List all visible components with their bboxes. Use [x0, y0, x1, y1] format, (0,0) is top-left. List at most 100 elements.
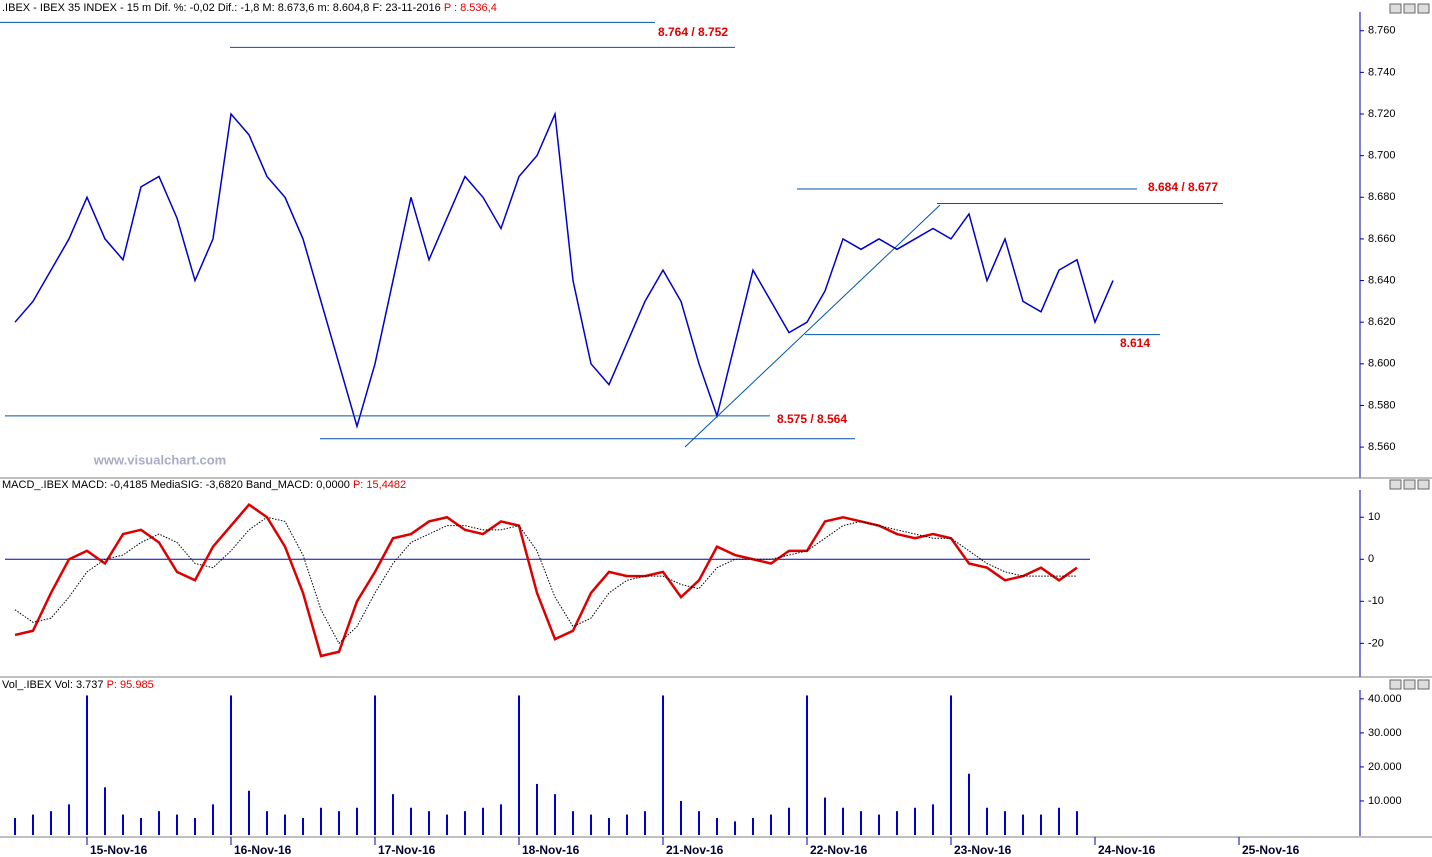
- volume-bar: [716, 817, 718, 835]
- volume-bar: [122, 814, 124, 835]
- volume-bar: [986, 807, 988, 835]
- x-tick-label: 16-Nov-16: [234, 843, 292, 857]
- volume-bar: [50, 811, 52, 835]
- volume-bar: [302, 817, 304, 835]
- y-tick-label: 8.560: [1368, 441, 1396, 453]
- level-label: 8.764 / 8.752: [658, 25, 728, 39]
- series-line: [14, 516, 1077, 645]
- y-tick-label: 40.000: [1368, 693, 1402, 705]
- volume-bar: [194, 817, 196, 835]
- volume-bar: [32, 814, 34, 835]
- volume-bar: [680, 800, 682, 835]
- y-tick-label: -10: [1368, 595, 1384, 607]
- volume-bar: [446, 814, 448, 835]
- volume-bar: [338, 811, 340, 835]
- y-tick-label: 30.000: [1368, 727, 1402, 739]
- y-tick-label: 10: [1368, 511, 1380, 523]
- volume-bar: [1022, 814, 1024, 835]
- minimize-button[interactable]: [1389, 679, 1402, 690]
- volume-bar: [518, 695, 520, 835]
- level-label: 8.575 / 8.564: [777, 412, 847, 426]
- macd-text: MACD_.IBEX MACD: -0,4185 MediaSIG: -3,68…: [2, 479, 350, 491]
- y-tick-label: 8.740: [1368, 66, 1396, 78]
- volume-bar: [1058, 807, 1060, 835]
- volume-title: Vol_.IBEX Vol: 3.737 P: 95.985: [2, 679, 154, 691]
- maximize-button[interactable]: [1403, 3, 1416, 14]
- volume-bar: [140, 817, 142, 835]
- y-tick-label: 8.620: [1368, 316, 1396, 328]
- y-tick-label: 0: [1368, 553, 1374, 565]
- volume-bar: [482, 807, 484, 835]
- volume-bar: [158, 811, 160, 835]
- minimize-button[interactable]: [1389, 3, 1402, 14]
- macd-title: MACD_.IBEX MACD: -0,4185 MediaSIG: -3,68…: [2, 479, 406, 491]
- volume-bar: [860, 811, 862, 835]
- trend-line: [684, 204, 941, 448]
- volume-bar: [734, 821, 736, 835]
- volume-bar: [392, 794, 394, 835]
- volume-bar: [608, 817, 610, 835]
- volume-bar: [86, 695, 88, 835]
- volume-bar: [932, 804, 934, 835]
- volume-bar: [788, 807, 790, 835]
- x-tick-label: 17-Nov-16: [378, 843, 436, 857]
- y-tick-label: 8.640: [1368, 274, 1396, 286]
- y-tick-label: 8.760: [1368, 25, 1396, 37]
- volume-bar: [590, 814, 592, 835]
- close-button[interactable]: [1417, 679, 1430, 690]
- y-tick-label: 20.000: [1368, 761, 1402, 773]
- y-tick-label: 8.680: [1368, 191, 1396, 203]
- volume-bar: [284, 814, 286, 835]
- y-tick-label: -20: [1368, 637, 1384, 649]
- volume-bar: [824, 797, 826, 835]
- volume-bar: [176, 814, 178, 835]
- volume-bar: [554, 794, 556, 835]
- volume-bar: [500, 804, 502, 835]
- volume-bar: [770, 814, 772, 835]
- close-button[interactable]: [1417, 479, 1430, 490]
- volume-text: Vol_.IBEX Vol: 3.737: [2, 679, 104, 691]
- volume-value: P: 95.985: [107, 679, 154, 691]
- y-tick-label: 8.660: [1368, 233, 1396, 245]
- series-line: [14, 502, 1078, 658]
- volume-bar: [572, 811, 574, 835]
- x-tick-label: 23-Nov-16: [954, 843, 1012, 857]
- volume-bar: [842, 807, 844, 835]
- volume-bar: [1004, 811, 1006, 835]
- header: .IBEX - IBEX 35 INDEX - 15 m Dif. %: -0,…: [2, 2, 497, 14]
- volume-bar: [662, 695, 664, 835]
- close-button[interactable]: [1417, 3, 1430, 14]
- volume-bar: [356, 807, 358, 835]
- header-text: .IBEX - IBEX 35 INDEX - 15 m Dif. %: -0,…: [2, 2, 441, 14]
- y-tick-label: 8.600: [1368, 358, 1396, 370]
- volume-bar: [428, 811, 430, 835]
- level-label: 8.614: [1120, 336, 1150, 350]
- x-tick-label: 25-Nov-16: [1242, 843, 1300, 857]
- series-line: [14, 111, 1114, 429]
- volume-bar: [104, 787, 106, 835]
- volume-bar: [374, 695, 376, 835]
- volume-bar: [1076, 811, 1078, 835]
- maximize-button[interactable]: [1403, 479, 1416, 490]
- volume-bar: [212, 804, 214, 835]
- x-tick-label: 15-Nov-16: [90, 843, 148, 857]
- volume-bar: [320, 807, 322, 835]
- volume-bar: [878, 814, 880, 835]
- y-tick-label: 8.720: [1368, 108, 1396, 120]
- macd-value: P: 15,4482: [353, 479, 406, 491]
- volume-bar: [68, 804, 70, 835]
- window-buttons[interactable]: [1389, 3, 1430, 690]
- header-last: P : 8.536,4: [444, 2, 497, 14]
- x-tick-label: 18-Nov-16: [522, 843, 580, 857]
- x-tick-label: 21-Nov-16: [666, 843, 724, 857]
- volume-bar: [248, 790, 250, 835]
- maximize-button[interactable]: [1403, 679, 1416, 690]
- minimize-button[interactable]: [1389, 479, 1402, 490]
- y-tick-label: 8.700: [1368, 150, 1396, 162]
- volume-bar: [1040, 814, 1042, 835]
- volume-bar: [896, 811, 898, 835]
- x-tick-label: 22-Nov-16: [810, 843, 868, 857]
- volume-bar: [914, 807, 916, 835]
